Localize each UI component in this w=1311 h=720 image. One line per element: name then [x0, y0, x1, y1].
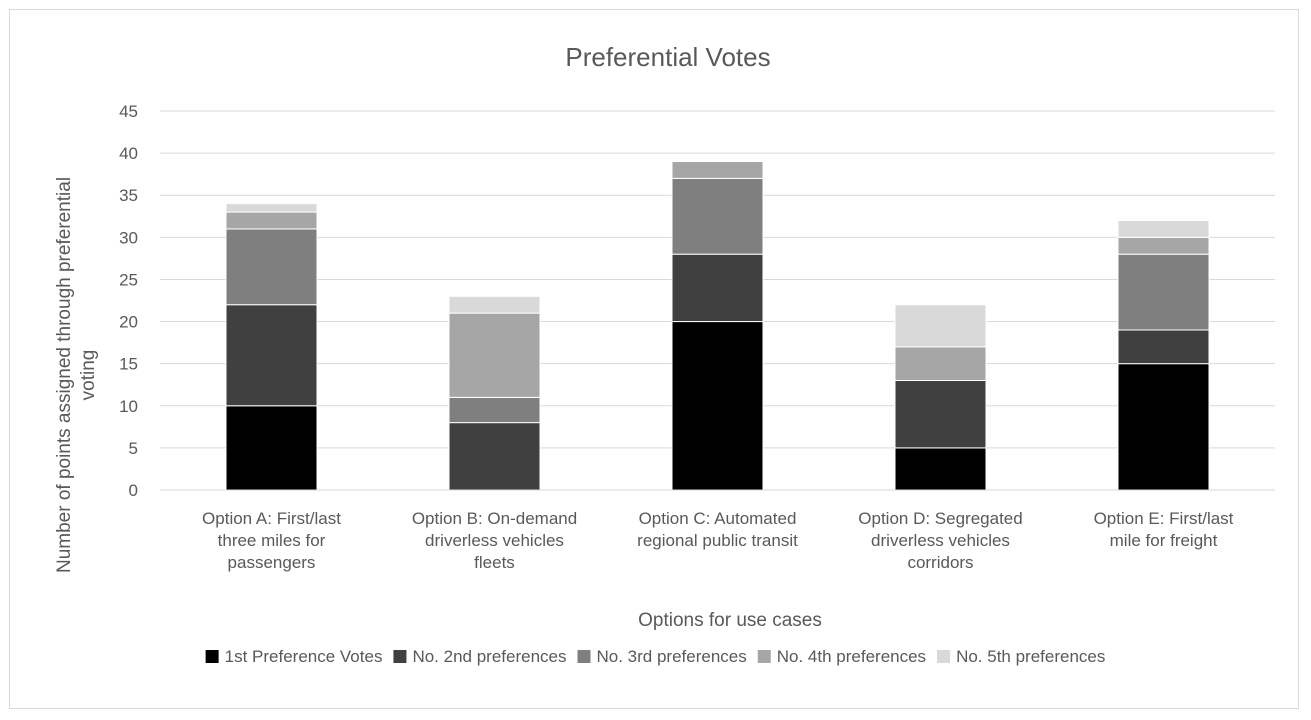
y-tick-label: 25: [119, 270, 138, 289]
legend-item: No. 2nd preferences: [393, 647, 567, 666]
bar-segment: [225, 203, 318, 213]
bar-segment: [225, 211, 318, 230]
y-tick-label: 15: [119, 355, 138, 374]
bar-segment: [671, 253, 764, 323]
legend-swatch: [757, 650, 771, 663]
bar-segment: [225, 304, 318, 407]
y-axis-title: Number of points assigned through prefer…: [54, 177, 99, 573]
legend-label: 1st Preference Votes: [225, 647, 383, 666]
bar-segment: [1117, 236, 1210, 255]
x-axis-title: Options for use cases: [638, 610, 822, 631]
legend: 1st Preference Votes No. 2nd preferences N…: [205, 647, 1105, 666]
bar-segment: [1117, 253, 1210, 331]
bar-segment: [225, 405, 318, 491]
y-axis-ticks: 0 5 10 15 20 25 30 35 40 45: [119, 102, 138, 500]
legend-item: No. 3rd preferences: [577, 647, 747, 666]
bar-segment: [448, 396, 541, 424]
x-category-label: Option A: First/last three miles for passe…: [202, 509, 341, 572]
bar-segment: [671, 161, 764, 179]
y-tick-label: 10: [119, 397, 138, 416]
legend-item: No. 4th preferences: [757, 647, 926, 666]
bar-segment: [894, 380, 987, 449]
legend-swatch: [937, 650, 951, 663]
bar-segment: [1117, 363, 1210, 491]
y-tick-label: 20: [119, 313, 138, 332]
bar-segment: [671, 321, 764, 491]
legend-swatch: [393, 650, 407, 663]
bar-segment: [448, 312, 541, 398]
legend-label: No. 3rd preferences: [597, 647, 747, 666]
bar-segment: [671, 177, 764, 255]
bar-segment: [1117, 329, 1210, 365]
legend-swatch: [577, 650, 591, 663]
y-tick-label: 45: [119, 102, 138, 121]
y-axis-title-text: Number of points assigned through prefer…: [54, 177, 99, 573]
bar-segment: [1117, 219, 1210, 238]
bar-segment: [448, 295, 541, 314]
x-category-label: Option D: Segregated driverless vehicles c…: [858, 509, 1022, 572]
bar-segment: [448, 422, 541, 491]
legend-label: No. 4th preferences: [777, 647, 926, 666]
legend-item: 1st Preference Votes: [205, 647, 383, 666]
y-tick-label: 35: [119, 186, 138, 205]
x-axis-categories: Option A: First/last three miles for passe…: [202, 509, 1234, 572]
bar-segment: [894, 346, 987, 382]
legend-label: No. 2nd preferences: [412, 647, 566, 666]
legend-label: No. 5th preferences: [956, 647, 1105, 666]
chart-frame: [9, 9, 1299, 709]
chart-title: Preferential Votes: [565, 42, 770, 72]
y-tick-label: 40: [119, 144, 138, 163]
bars: [225, 161, 1210, 491]
bar-segment: [225, 228, 318, 306]
bar-segment: [894, 447, 987, 491]
y-tick-label: 0: [129, 481, 138, 500]
bar-segment: [894, 304, 987, 348]
x-category-label: Option C: Automated regional public trans…: [637, 509, 798, 550]
legend-swatch: [205, 650, 219, 663]
x-category-label: Option E: First/last mile for freight: [1094, 509, 1234, 550]
y-tick-label: 30: [119, 228, 138, 247]
legend-item: No. 5th preferences: [937, 647, 1105, 666]
x-category-label: Option B: On-demand driverless vehicles fl…: [412, 509, 577, 572]
y-tick-label: 5: [129, 439, 138, 458]
